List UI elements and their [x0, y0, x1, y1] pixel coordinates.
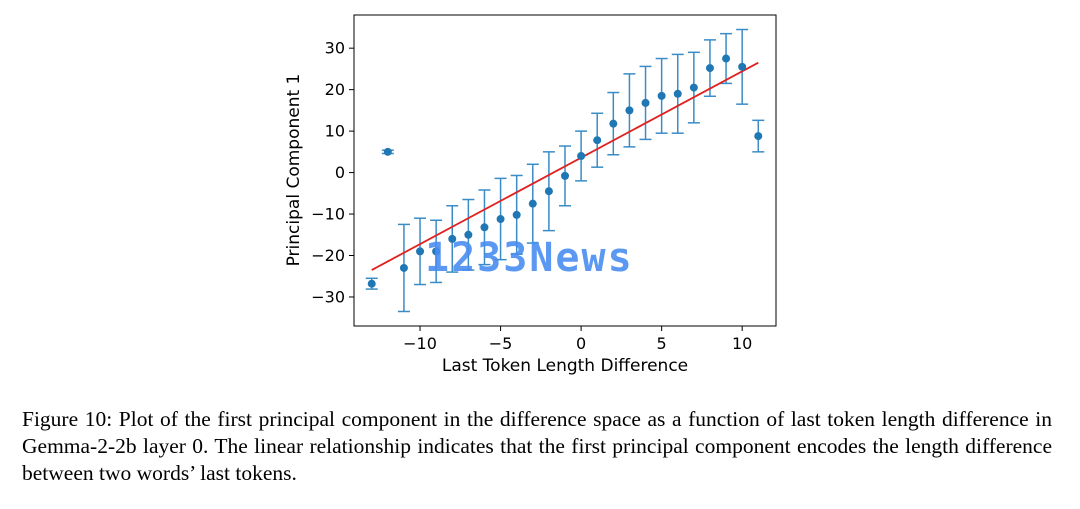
- data-point: [609, 119, 618, 128]
- y-tick-label: −30: [311, 287, 345, 306]
- x-tick-label: 10: [732, 334, 752, 353]
- y-tick-label: −20: [311, 246, 345, 265]
- x-tick-label: 5: [657, 334, 667, 353]
- chart-marks: [365, 28, 765, 313]
- data-point: [528, 199, 537, 208]
- data-point: [367, 279, 376, 288]
- data-point: [722, 54, 731, 63]
- chart: −30 −20 −10 0 10 20 30 −10 −5 0 5 10 Last Token Le…: [284, 14, 777, 376]
- data-point: [577, 151, 586, 160]
- data-point: [738, 62, 747, 71]
- data-point: [416, 247, 425, 256]
- fit-line: [371, 61, 759, 271]
- plot-frame: [353, 14, 777, 327]
- data-point: [512, 210, 521, 219]
- y-axis: −30 −20 −10 0 10 20 30: [311, 39, 354, 306]
- data-point: [432, 247, 441, 256]
- data-point: [641, 98, 650, 107]
- y-tick-label: 20: [325, 80, 345, 99]
- data-point: [705, 64, 714, 73]
- data-point: [496, 215, 505, 224]
- data-point: [561, 171, 569, 180]
- y-tick-label: −10: [311, 205, 345, 224]
- data-point: [464, 230, 473, 239]
- data-point: [448, 234, 457, 243]
- data-point: [544, 187, 553, 196]
- x-tick-label: −5: [489, 334, 513, 353]
- y-tick-label: 0: [335, 163, 345, 182]
- y-tick-label: 10: [325, 122, 345, 141]
- data-point: [625, 106, 634, 115]
- x-axis: −10 −5 0 5 10: [403, 326, 752, 353]
- y-axis-label: Principal Component 1: [284, 74, 304, 267]
- data-point: [754, 132, 763, 141]
- data-point: [689, 83, 698, 92]
- x-tick-label: 0: [576, 334, 586, 353]
- figure-caption: Figure 10: Plot of the first principal c…: [22, 407, 1052, 485]
- data-point: [657, 91, 666, 100]
- x-tick-label: −10: [403, 334, 437, 353]
- data-point: [383, 147, 392, 156]
- data-point: [399, 263, 408, 272]
- data-point: [480, 223, 489, 232]
- watermark: 1233News: [425, 235, 634, 281]
- data-point: [673, 89, 682, 98]
- data-point: [593, 136, 602, 145]
- y-tick-label: 30: [325, 39, 345, 58]
- x-axis-label: Last Token Length Difference: [442, 356, 688, 376]
